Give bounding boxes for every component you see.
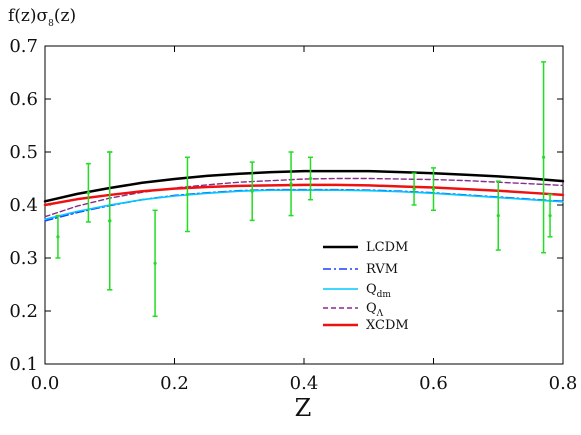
y-tick-label: 0.4 [9,195,38,216]
x-tick-label: 0.8 [549,373,578,394]
x-axis-title: Z [295,394,312,422]
data-point [56,235,60,239]
y-tick-label: 0.6 [9,89,38,110]
data-point [541,155,546,159]
data-point [153,261,157,265]
data-point [185,192,190,196]
data-point [108,219,112,223]
y-tick-label: 0.2 [9,301,38,322]
x-tick-label: 0.4 [290,373,319,394]
y-tick-label: 0.3 [9,248,38,269]
series-group [43,169,565,222]
legend-label-lcdm: LCDM [366,240,408,255]
legend-label-qdm: Qdm [366,282,391,300]
data-point [431,187,436,191]
legend-item-rvm: RVM [323,262,398,277]
y-tick-label: 0.5 [9,142,38,163]
legend-item-qlambda: QΛ [323,301,384,319]
data-point [412,187,416,191]
legend-label-qdm-main: Q [366,282,377,297]
data-point [86,191,90,195]
data-point [250,189,254,193]
y-axis-title-text: f(z)σ8(z) [8,6,76,29]
y-axis-title: f(z)σ8(z) [8,6,76,29]
legend-label-qlambda-sub: Λ [376,309,384,319]
x-tick-group: 0.0 0.2 0.4 0.6 0.8 [31,46,578,394]
legend-label-rvm: RVM [366,262,398,277]
data-point [289,182,293,186]
y-tick-label: 0.7 [9,36,38,57]
series-line-q- [44,177,564,218]
x-tick-label: 0.0 [31,373,60,394]
x-tick-label: 0.2 [160,373,189,394]
legend-label-qdm-sub: dm [377,290,392,300]
y-axis-title-suffix: (z) [54,6,76,26]
y-axis-title-prefix: f(z)σ [8,6,49,26]
error-bar-group [55,61,553,318]
series-line-q-dm [44,189,564,221]
x-tick-label: 0.6 [419,373,448,394]
legend-label-xcdm: XCDM [366,318,409,333]
series-line-xcdm [43,183,565,207]
y-tick-label: 0.1 [9,354,38,375]
legend-item-xcdm: XCDM [323,318,409,333]
data-point [496,214,500,218]
legend-item-lcdm: LCDM [323,240,408,255]
data-point [548,214,552,218]
legend-label-qlambda: QΛ [366,301,384,319]
y-axis-title-subscript: 8 [48,19,54,29]
data-point [308,176,313,181]
legend-label-qlambda-main: Q [366,301,377,316]
series-line-lcdm [43,169,565,203]
y-tick-group: 0.1 0.2 0.3 0.4 0.5 0.6 0.7 [9,36,563,375]
legend: LCDM RVM Qdm QΛ XCDM [323,240,409,333]
plot-frame [44,45,564,365]
legend-item-qdm: Qdm [323,282,391,300]
